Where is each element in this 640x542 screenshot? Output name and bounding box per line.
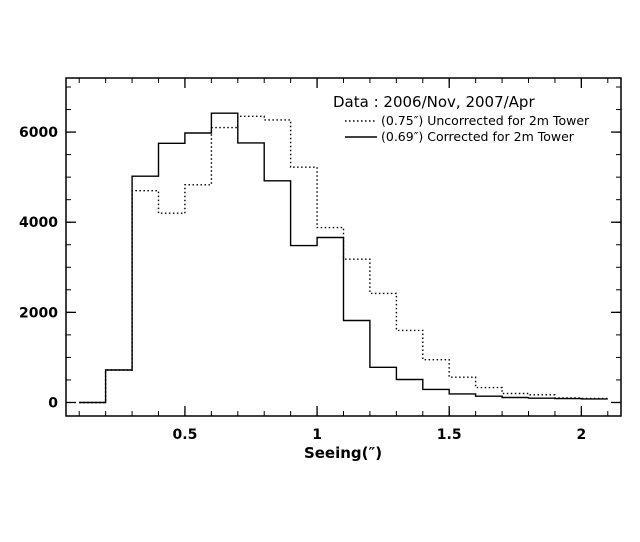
- y-tick-label: 2000: [19, 305, 58, 321]
- x-tick-label: 1: [312, 427, 322, 443]
- x-axis-title: Seeing(″): [304, 444, 382, 462]
- major-ticks: [66, 78, 621, 416]
- y-tick-label: 4000: [19, 215, 58, 231]
- x-tick-labels: 0.5 1 1.5 2: [173, 427, 587, 443]
- y-tick-label: 6000: [19, 125, 58, 141]
- x-tick-label: 2: [576, 427, 586, 443]
- y-tick-labels: 0 2000 4000 6000: [19, 125, 58, 411]
- legend-label-corrected: (0.69″) Corrected for 2m Tower: [381, 129, 575, 144]
- y-tick-label: 0: [48, 395, 58, 411]
- legend-label-uncorrected: (0.75″) Uncorrected for 2m Tower: [381, 113, 590, 128]
- x-tick-label: 0.5: [173, 427, 198, 443]
- legend-title: Data : 2006/Nov, 2007/Apr: [333, 93, 535, 111]
- x-tick-label: 1.5: [437, 427, 462, 443]
- series-corrected-line: [79, 112, 608, 404]
- legend: Data : 2006/Nov, 2007/Apr (0.75″) Uncorr…: [333, 93, 590, 144]
- series-lines: [79, 112, 609, 404]
